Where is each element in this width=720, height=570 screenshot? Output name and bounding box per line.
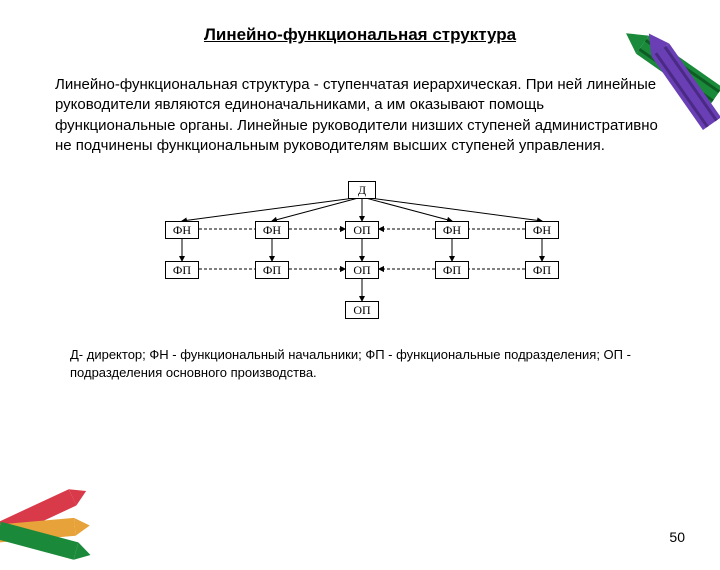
node-d: Д [348,181,376,199]
node-fp3: ФП [435,261,469,279]
page-number: 50 [669,529,685,545]
node-fn4: ФН [525,221,559,239]
node-fn1: ФН [165,221,199,239]
org-chart: Д ФН ФН ОП ФН ФН ФП ФП ОП ФП ФП ОП [60,181,660,331]
node-fp2: ФП [255,261,289,279]
node-op3: ОП [345,301,379,319]
body-paragraph: Линейно-функциональная структура - ступе… [55,75,665,156]
node-fp4: ФП [525,261,559,279]
crayon-decoration-top [600,15,720,135]
legend-text: Д- директор; ФН - функциональный начальн… [70,346,655,381]
node-fp1: ФП [165,261,199,279]
node-op2: ОП [345,261,379,279]
node-fn2: ФН [255,221,289,239]
node-op1: ОП [345,221,379,239]
crayon-decoration-bottom [0,470,110,570]
node-fn3: ФН [435,221,469,239]
